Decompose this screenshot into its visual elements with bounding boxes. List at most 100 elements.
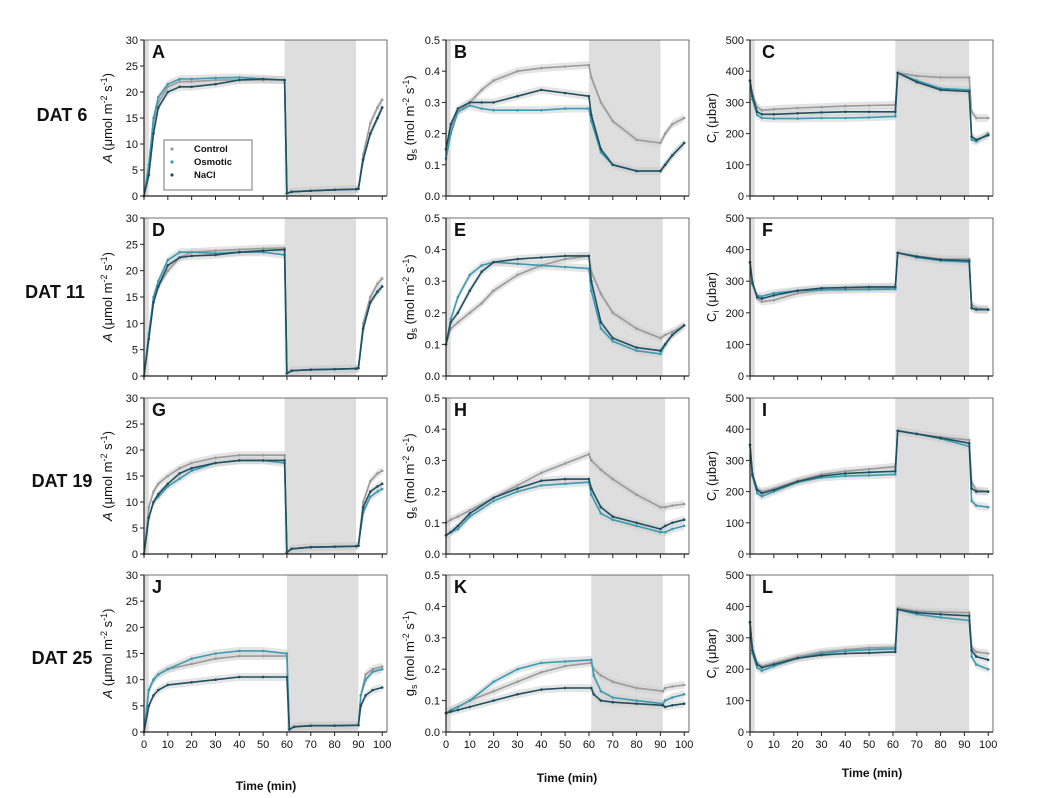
data-point-nacl-b: [599, 147, 603, 151]
data-point-osmotic-e: [590, 289, 593, 293]
data-point-control-d: [376, 282, 379, 286]
panel-letter-e: E: [454, 220, 466, 240]
data-point-nacl-l: [760, 666, 764, 669]
y-tick-label-c: 300: [726, 97, 744, 109]
x-axis-title-col3: Time (min): [842, 766, 902, 780]
data-point-osmotic-h: [516, 490, 519, 493]
frame-g: [144, 397, 388, 554]
data-point-control-d: [214, 249, 217, 252]
data-point-control-a: [214, 78, 217, 82]
y-tick-label-k: 0.3: [425, 633, 440, 645]
panel-b: 0.0 0.1 0.2 0.3 0.4 0.5 Bgs (mol m-2 s-1): [401, 35, 690, 203]
y-tick-label-h: 0.5: [425, 393, 440, 405]
data-point-control-i: [844, 470, 847, 473]
data-point-nacl-d: [369, 301, 372, 304]
y-tick-label-g: 30: [126, 393, 138, 405]
data-point-control-b: [590, 76, 593, 79]
data-point-nacl-f: [986, 308, 990, 311]
data-point-nacl-g: [354, 544, 358, 548]
data-point-osmotic-j: [147, 688, 151, 692]
data-point-control-h: [599, 468, 603, 472]
data-point-nacl-c: [894, 110, 897, 114]
legend-marker-osmotic: [170, 160, 174, 164]
data-point-nacl-b: [480, 101, 484, 104]
data-point-nacl-i: [796, 480, 799, 483]
data-point-nacl-d: [214, 253, 217, 257]
data-point-nacl-l: [796, 656, 799, 660]
row-label-dat25: DAT 25: [32, 648, 93, 668]
data-point-osmotic-l: [986, 667, 990, 671]
data-point-control-g: [157, 482, 160, 486]
data-point-osmotic-e: [540, 264, 543, 267]
data-point-nacl-c: [751, 94, 754, 98]
data-point-control-g: [178, 466, 181, 470]
data-point-nacl-c: [967, 90, 971, 93]
panel-letter-h: H: [454, 400, 467, 420]
data-point-nacl-j: [288, 728, 291, 731]
y-tick-label-i: 100: [726, 518, 744, 530]
data-point-nacl-d: [376, 290, 379, 294]
initial-shade-g: [144, 398, 149, 554]
y-tick-label-e: 0.1: [425, 339, 440, 351]
data-point-control-e: [671, 330, 674, 334]
data-point-nacl-g: [333, 545, 336, 548]
x-tick-label-j: 20: [186, 739, 198, 751]
x-tick-label-l: 50: [863, 739, 875, 751]
frame-d: [144, 217, 388, 376]
data-point-nacl-d: [190, 254, 193, 258]
y-tick-label-a: 10: [126, 139, 138, 151]
data-point-nacl-d: [290, 369, 294, 373]
y-tick-label-k: 0.4: [425, 601, 440, 613]
data-point-osmotic-a: [178, 77, 181, 81]
data-point-osmotic-h: [635, 524, 638, 528]
data-point-nacl-j: [157, 688, 160, 692]
x-tick-label-l: 90: [958, 739, 970, 751]
data-point-nacl-g: [376, 485, 379, 488]
data-point-nacl-h: [682, 518, 686, 521]
initial-shade-k: [446, 575, 451, 732]
data-point-nacl-h: [540, 479, 543, 483]
panel-letter-j: J: [152, 577, 162, 597]
y-tick-label-b: 0.2: [425, 129, 440, 141]
x-tick-label-j: 40: [233, 739, 245, 751]
data-point-osmotic-a: [152, 116, 155, 120]
y-tick-label-l: 100: [726, 696, 744, 708]
data-point-nacl-k: [516, 693, 519, 696]
y-tick-label-j: 15: [126, 649, 138, 661]
data-point-osmotic-e: [599, 327, 603, 330]
data-point-control-f: [796, 291, 799, 295]
y-tick-label-l: 200: [726, 664, 744, 676]
data-point-nacl-a: [157, 106, 160, 109]
data-point-nacl-b: [682, 141, 686, 145]
data-point-osmotic-i: [986, 505, 990, 509]
data-point-nacl-a: [380, 106, 384, 109]
data-point-nacl-c: [986, 133, 990, 137]
data-point-osmotic-i: [975, 504, 978, 507]
y-tick-label-b: 0.3: [425, 97, 440, 109]
data-point-osmotic-h: [663, 530, 667, 534]
y-tick-label-j: 20: [126, 622, 138, 634]
panel-j: 0 5 10 15 20 25 30 0 10 20 30 40 50 60 70 80 90 100 J A (μm…: [99, 570, 391, 751]
legend-label-osmotic: Osmotic: [194, 157, 232, 168]
data-point-nacl-i: [867, 471, 871, 474]
data-point-nacl-b: [587, 94, 591, 98]
panel-letter-d: D: [152, 220, 165, 240]
y-tick-label-f: 400: [726, 245, 744, 257]
y-axis-title-a: A (μmol m-2 s-1): [99, 73, 115, 164]
data-point-control-j: [364, 673, 367, 676]
data-point-control-b: [663, 132, 667, 135]
data-point-control-e: [599, 292, 603, 296]
data-point-osmotic-f: [867, 288, 871, 291]
data-point-nacl-b: [671, 154, 674, 157]
panel-letter-b: B: [454, 42, 467, 62]
data-point-osmotic-k: [468, 699, 472, 702]
data-point-nacl-j: [152, 694, 155, 697]
data-point-nacl-f: [915, 255, 919, 258]
data-point-control-g: [166, 474, 170, 478]
x-tick-label-j: 30: [209, 739, 221, 751]
y-tick-label-h: 0.1: [425, 518, 440, 530]
data-point-osmotic-e: [480, 264, 484, 267]
data-point-control-e: [456, 321, 460, 324]
data-point-nacl-i: [772, 488, 776, 492]
data-point-osmotic-h: [468, 515, 472, 518]
